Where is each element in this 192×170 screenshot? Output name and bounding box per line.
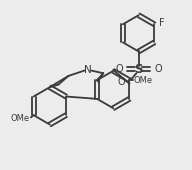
Text: O: O bbox=[118, 77, 125, 87]
Text: OMe: OMe bbox=[11, 114, 30, 123]
Text: O: O bbox=[155, 64, 162, 74]
Text: S: S bbox=[134, 63, 143, 76]
Text: OMe: OMe bbox=[133, 76, 152, 85]
Text: F: F bbox=[159, 18, 165, 28]
Text: N: N bbox=[84, 65, 92, 75]
Text: O: O bbox=[115, 64, 123, 74]
